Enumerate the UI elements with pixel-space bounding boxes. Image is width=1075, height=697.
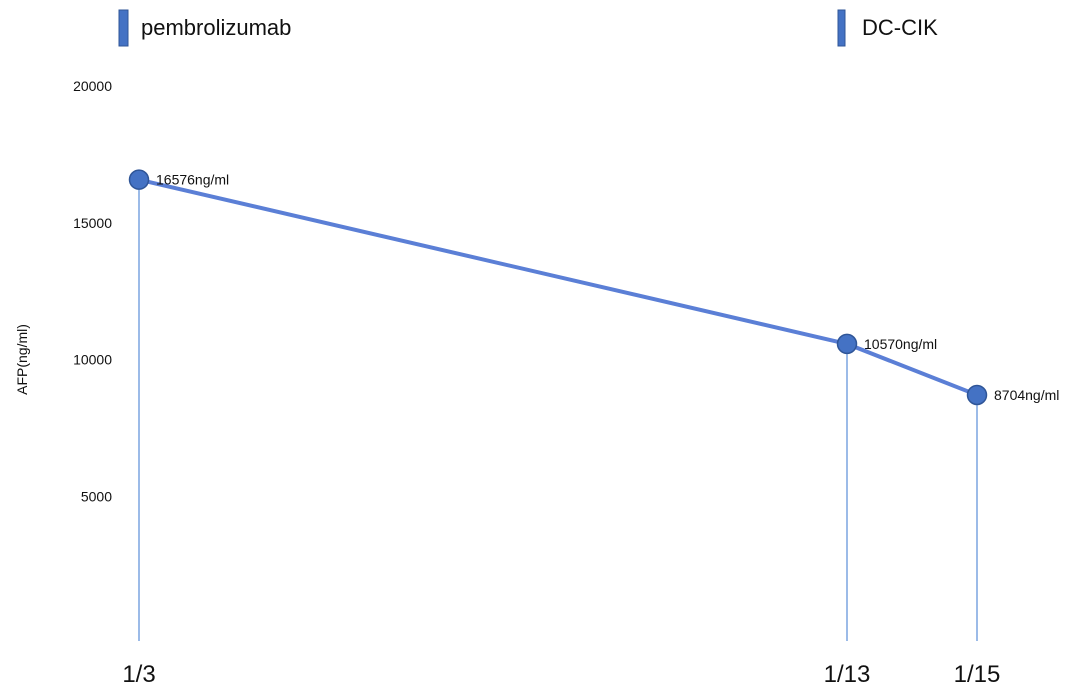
x-tick-label-3: 1/15 [954, 661, 1001, 688]
x-axis: 1/3 1/13 1/15 [122, 661, 1000, 688]
y-axis: 5000 10000 15000 20000 AFP(ng/ml) [14, 78, 112, 504]
y-tick-label: 5000 [81, 488, 112, 504]
data-points: 16576ng/ml 10570ng/ml 8704ng/ml [128, 169, 1059, 406]
legend-swatch-1 [118, 9, 129, 47]
y-tick-label: 15000 [73, 215, 112, 231]
data-label-1: 16576ng/ml [156, 172, 229, 188]
data-point-1 [128, 169, 150, 190]
y-tick-label: 10000 [73, 352, 112, 368]
series-line [138, 177, 978, 397]
data-point-3 [966, 384, 988, 406]
legend-swatch-2 [837, 9, 846, 47]
data-label-3: 8704ng/ml [994, 387, 1059, 403]
data-label-2: 10570ng/ml [864, 336, 937, 352]
legend-label-2: DC-CIK [862, 15, 938, 40]
y-tick-label: 20000 [73, 78, 112, 94]
data-point-2 [836, 333, 858, 355]
x-tick-label-2: 1/13 [824, 661, 871, 688]
drop-lines [138, 179, 978, 641]
y-axis-title: AFP(ng/ml) [14, 324, 30, 395]
legend: pembrolizumab DC-CIK [118, 9, 938, 47]
series-line-group [138, 177, 978, 397]
legend-label-1: pembrolizumab [141, 15, 291, 40]
x-tick-label-1: 1/3 [122, 661, 155, 688]
